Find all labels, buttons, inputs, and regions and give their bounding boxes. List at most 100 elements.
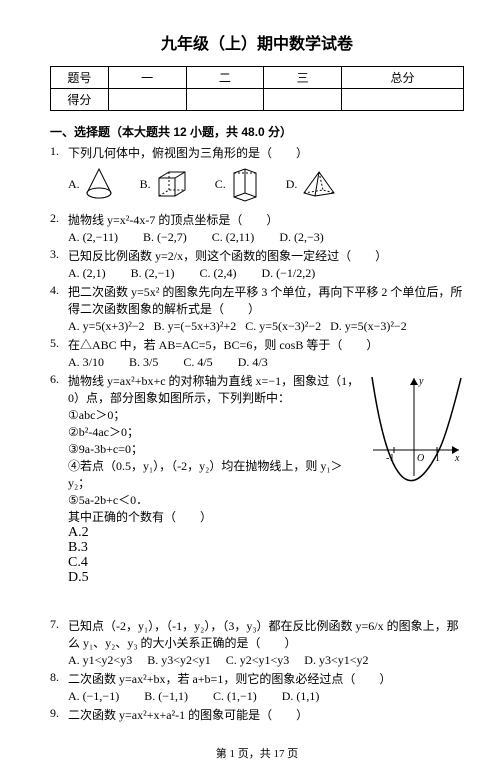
q-text: 二次函数 y=ax²+bx，若 a+b=1，则它的图象必经过点（ ） (68, 670, 464, 687)
q-number: 8. (50, 670, 68, 704)
pyramid-icon (301, 169, 337, 199)
spacer (50, 587, 464, 617)
opt-label: D. (286, 177, 298, 192)
cell (264, 89, 342, 111)
parabola-graph: x y -1 O 1 (369, 372, 464, 585)
q-left: 抛物线 y=ax²+bx+c 的对称轴为直线 x=−1，图象过（1，0）点，部分… (68, 372, 363, 585)
shape-options: A. B. C. (68, 165, 464, 203)
q-number: 1. (50, 144, 68, 209)
option-d: D. (286, 165, 338, 203)
opt-label: B. (140, 177, 151, 192)
statements: ①abc＞0； ②b²-4ac＞0； ③9a-3b+c=0； ④若点（0.5，y… (68, 406, 363, 525)
opt: D. 4/3 (238, 355, 268, 370)
opt: D.5 (68, 570, 363, 585)
q-text: 二次函数 y=ax²+x+a²-1 的图象可能是（ ） (68, 706, 464, 723)
cube-icon (155, 168, 189, 200)
question-6: 6. 抛物线 y=ax²+bx+c 的对称轴为直线 x=−1，图象过（1，0）点… (50, 372, 464, 585)
q-body: 抛物线 y=ax²+bx+c 的对称轴为直线 x=−1，图象过（1，0）点，部分… (68, 372, 464, 585)
option-b: B. (140, 165, 189, 203)
q-body: 二次函数 y=ax²+x+a²-1 的图象可能是（ ） (68, 706, 464, 723)
tick-1: 1 (435, 453, 440, 464)
cell: 题号 (51, 67, 109, 89)
options: A. (2,−11) B. (−2,7) C. (2,11) D. (2,−3) (68, 230, 464, 245)
opt: A.2 (68, 525, 363, 540)
opt: D. (1,1) (282, 689, 320, 704)
q-number: 4. (50, 283, 68, 334)
opt: C. y=5(x−3)²−2 (245, 319, 321, 334)
option-a: A. (68, 165, 114, 203)
opt: A. y1<y2<y3 (68, 653, 132, 668)
question-2: 2. 抛物线 y=x²-4x-7 的顶点坐标是（ ） A. (2,−11) B.… (50, 211, 464, 245)
opt: A. 3/10 (68, 355, 104, 370)
opt: A. (2,1) (68, 266, 106, 281)
option-c: C. (215, 165, 260, 203)
q-number: 6. (50, 372, 68, 585)
q-body: 抛物线 y=x²-4x-7 的顶点坐标是（ ） A. (2,−11) B. (−… (68, 211, 464, 245)
graph-icon: x y -1 O 1 (369, 372, 464, 482)
q-body: 已知点（-2，y₁），（-1，y₂），（3，y₃）都在反比例函数 y=6/x 的… (68, 617, 464, 668)
opt: A. (2,−11) (68, 230, 118, 245)
question-9: 9. 二次函数 y=ax²+x+a²-1 的图象可能是（ ） (50, 706, 464, 723)
question-1: 1. 下列几何体中，俯视图为三角形的是（ ） A. B. (50, 144, 464, 209)
opt: D. (−1/2,2) (261, 266, 315, 281)
stmt: ②b²-4ac＞0； (68, 423, 363, 440)
opt-label: C. (215, 177, 226, 192)
cell (341, 89, 463, 111)
score-table: 题号 一 二 三 总分 得分 (50, 66, 464, 111)
stmt: ③9a-3b+c=0； (68, 440, 363, 457)
opt-label: A. (68, 177, 80, 192)
question-3: 3. 已知反比例函数 y=2/x，则这个函数的图象一定经过（ ） A. (2,1… (50, 247, 464, 281)
q-number: 2. (50, 211, 68, 245)
q-number: 7. (50, 617, 68, 668)
x-axis-label: x (454, 453, 460, 464)
tick-neg1: -1 (386, 453, 394, 464)
opt: D. y3<y1<y2 (304, 653, 368, 668)
exam-page: 九年级（上）期中数学试卷 题号 一 二 三 总分 得分 一、选择题（本大题共 1… (0, 0, 504, 781)
options: A. 3/10 B. 3/5 C. 4/5 D. 4/3 (68, 355, 464, 370)
opt: B. y3<y2<y1 (147, 653, 211, 668)
cone-icon (84, 167, 114, 201)
options: A. y=5(x+3)²−2 B. y=(−5x+3)²+2 C. y=5(x−… (68, 319, 464, 334)
q-body: 把二次函数 y=5x² 的图象先向左平移 3 个单位，再向下平移 2 个单位后，… (68, 283, 464, 334)
q-text: 已知点（-2，y₁），（-1，y₂），（3，y₃）都在反比例函数 y=6/x 的… (68, 617, 464, 651)
opt: B. (−2,7) (143, 230, 187, 245)
q-text: 已知反比例函数 y=2/x，则这个函数的图象一定经过（ ） (68, 247, 464, 264)
options: A. (2,1) B. (2,−1) C. (2,4) D. (−1/2,2) (68, 266, 464, 281)
opt: C. (1,−1) (213, 689, 257, 704)
opt: C. y2<y1<y3 (226, 653, 290, 668)
opt: B. (2,−1) (131, 266, 175, 281)
y-axis-label: y (418, 376, 424, 387)
opt: D. y=5(x−3)²−2 (330, 319, 407, 334)
q-body: 下列几何体中，俯视图为三角形的是（ ） A. B. (68, 144, 464, 209)
stmt: ④若点（0.5，y₁），（-2，y₂）均在抛物线上，则 y₁＞y₂； (68, 457, 363, 491)
cell: 二 (186, 67, 264, 89)
section-heading: 一、选择题（本大题共 12 小题，共 48.0 分） (50, 123, 464, 140)
q-text: 抛物线 y=ax²+bx+c 的对称轴为直线 x=−1，图象过（1，0）点，部分… (68, 372, 363, 406)
cell (186, 89, 264, 111)
q-text: 把二次函数 y=5x² 的图象先向左平移 3 个单位，再向下平移 2 个单位后，… (68, 283, 464, 317)
opt: C. (2,4) (199, 266, 236, 281)
cell: 总分 (341, 67, 463, 89)
options: A. (−1,−1) B. (−1,1) C. (1,−1) D. (1,1) (68, 689, 464, 704)
options: A. y1<y2<y3 B. y3<y2<y1 C. y2<y1<y3 D. y… (68, 653, 464, 668)
q-text: 抛物线 y=x²-4x-7 的顶点坐标是（ ） (68, 211, 464, 228)
cell: 得分 (51, 89, 109, 111)
big-options: A.2 B.3 C.4 D.5 (68, 525, 363, 585)
q-number: 9. (50, 706, 68, 723)
q-number: 5. (50, 336, 68, 370)
q-body: 已知反比例函数 y=2/x，则这个函数的图象一定经过（ ） A. (2,1) B… (68, 247, 464, 281)
q-body: 在△ABC 中，若 AB=AC=5，BC=6，则 cosB 等于（ ） A. 3… (68, 336, 464, 370)
stmt: ①abc＞0； (68, 406, 363, 423)
q-body: 二次函数 y=ax²+bx，若 a+b=1，则它的图象必经过点（ ） A. (−… (68, 670, 464, 704)
table-row: 得分 (51, 89, 464, 111)
question-4: 4. 把二次函数 y=5x² 的图象先向左平移 3 个单位，再向下平移 2 个单… (50, 283, 464, 334)
opt: B. (−1,1) (144, 689, 188, 704)
table-row: 题号 一 二 三 总分 (51, 67, 464, 89)
question-8: 8. 二次函数 y=ax²+bx，若 a+b=1，则它的图象必经过点（ ） A.… (50, 670, 464, 704)
opt: C. 4/5 (183, 355, 212, 370)
opt: B. 3/5 (129, 355, 158, 370)
question-5: 5. 在△ABC 中，若 AB=AC=5，BC=6，则 cosB 等于（ ） A… (50, 336, 464, 370)
opt: B. y=(−5x+3)²+2 (154, 319, 237, 334)
q-text: 在△ABC 中，若 AB=AC=5，BC=6，则 cosB 等于（ ） (68, 336, 464, 353)
cell (108, 89, 186, 111)
